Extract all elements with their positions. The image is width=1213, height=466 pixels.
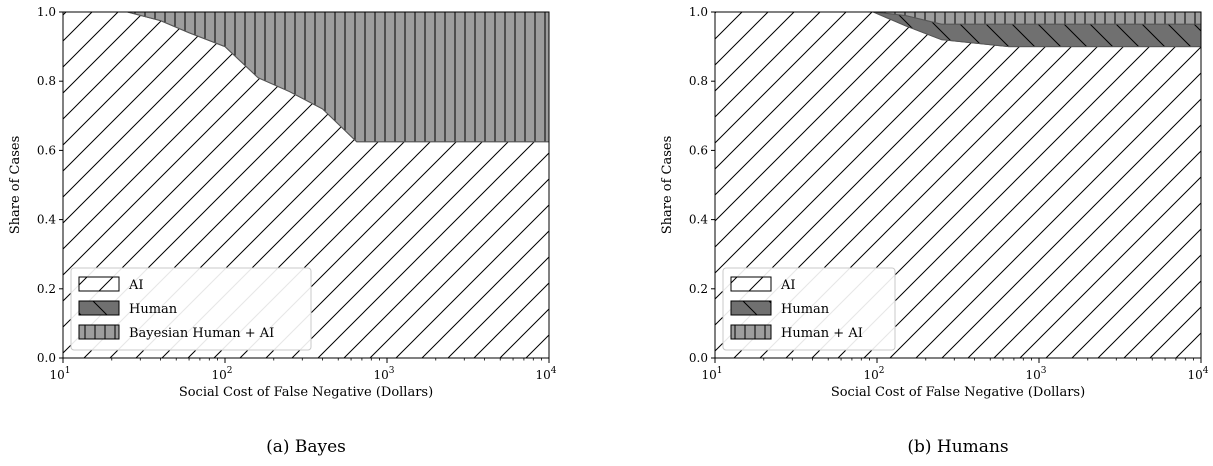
chart-panel-1: 0.0 0.2 0.4 0.6 0.8 1.0 101 102 103 104 Social Cos… [8, 5, 557, 457]
legend-label-bayesian-human-ai: Bayesian Human + AI [129, 326, 274, 341]
y-tick-label: 0.8 [37, 74, 56, 88]
legend-frame [70, 267, 312, 351]
y-tick-label: 0.0 [37, 351, 56, 365]
x-tick-label: 102 [211, 366, 232, 382]
chart-panel-2: 0.0 0.2 0.4 0.6 0.8 1.0 101 102 103 104 Social Cos… [660, 5, 1209, 457]
y-tick-label: 0.0 [689, 351, 708, 365]
x-axis-title: Social Cost of False Negative (Dollars) [831, 385, 1085, 400]
legend-label-human-ai: Human + AI [781, 326, 863, 341]
y-tick-label: 0.4 [689, 213, 708, 227]
y-tick-label: 1.0 [689, 5, 708, 19]
panel-caption: (a) Bayes [266, 437, 346, 457]
x-axis-title: Social Cost of False Negative (Dollars) [179, 385, 433, 400]
legend-swatch-human [78, 300, 120, 316]
legend-swatch-ai [730, 276, 772, 292]
panel-caption: (b) Humans [907, 437, 1008, 457]
legend: AI Human Bayesian Human + AI [70, 267, 312, 351]
legend-label-ai: AI [780, 278, 796, 293]
axes-frame [62, 11, 550, 359]
y-tick-label: 1.0 [37, 5, 56, 19]
legend-label-human: Human [781, 302, 830, 317]
y-tick-label: 0.6 [37, 143, 56, 157]
x-tick-label: 104 [1187, 366, 1208, 382]
x-tick-label: 102 [863, 366, 884, 382]
legend-swatch-human [730, 300, 772, 316]
legend-label-ai: AI [128, 278, 144, 293]
area-series-bayesian-human-ai [63, 12, 549, 143]
x-tick-label: 104 [535, 366, 556, 382]
legend-label-human: Human [129, 302, 178, 317]
x-tick-label: 101 [49, 366, 70, 382]
y-tick-label: 0.4 [37, 213, 56, 227]
axes-frame [714, 11, 1202, 359]
legend-swatch-ai [78, 276, 120, 292]
x-tick-label: 103 [1025, 366, 1046, 382]
legend-swatch-bayesian-human-ai [78, 324, 120, 340]
y-tick-label: 0.2 [37, 282, 56, 296]
y-tick-label: 0.6 [689, 143, 708, 157]
legend-swatch-human-ai [730, 324, 772, 340]
y-tick-label: 0.8 [689, 74, 708, 88]
legend: AI Human Human + AI [722, 267, 896, 351]
y-tick-label: 0.2 [689, 282, 708, 296]
area-series-human-ai [715, 12, 1201, 25]
y-axis-title: Share of Cases [660, 136, 675, 235]
y-axis-title: Share of Cases [8, 136, 23, 235]
x-tick-label: 103 [373, 366, 394, 382]
x-tick-label: 101 [701, 366, 722, 382]
